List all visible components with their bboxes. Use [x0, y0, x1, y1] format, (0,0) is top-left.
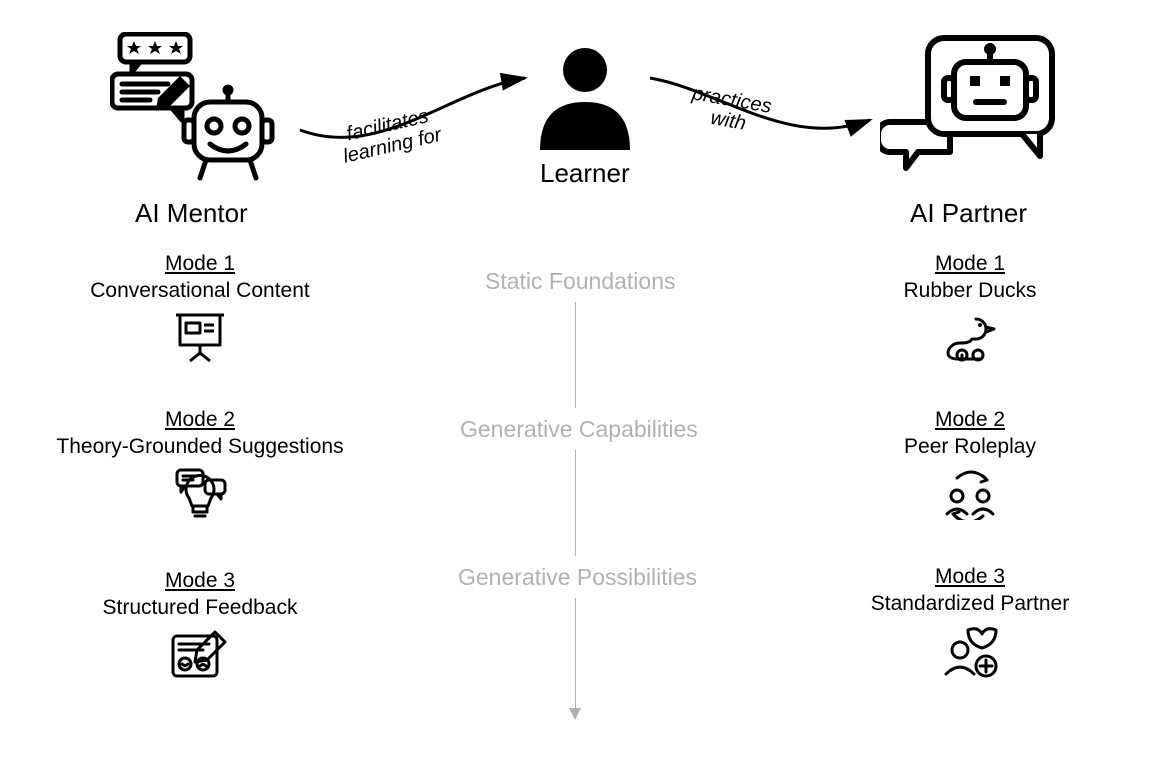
mode-number: Mode 3	[50, 567, 350, 594]
left-modes-column: Mode 1 Conversational Content Mode 2 The…	[50, 250, 350, 727]
mode-number: Mode 2	[820, 406, 1120, 433]
connector-label-right: practices with	[687, 83, 773, 138]
spine-segment-3	[575, 598, 576, 710]
right-mode-1: Mode 1 Rubber Ducks	[820, 250, 1120, 368]
diagram-canvas: facilitates learning for practices with …	[0, 0, 1170, 762]
feedback-form-icon	[169, 628, 231, 684]
right-mode-3: Mode 3 Standardized Partner	[820, 563, 1120, 685]
mode-label: Peer Roleplay	[820, 433, 1120, 460]
connector-label-left: facilitates learning for	[337, 104, 444, 167]
phase-2: Generative Capabilities	[460, 416, 698, 443]
left-mode-2: Mode 2 Theory-Grounded Suggestions	[50, 406, 350, 530]
entity-label-center: Learner	[540, 158, 630, 189]
mode-label: Rubber Ducks	[820, 277, 1120, 304]
right-mode-2: Mode 2 Peer Roleplay	[820, 406, 1120, 526]
mode-label: Structured Feedback	[50, 594, 350, 621]
mode-number: Mode 3	[820, 563, 1120, 590]
chat-robot-icon	[110, 32, 280, 182]
right-modes-column: Mode 1 Rubber Ducks Mode 2 Peer Roleplay	[820, 250, 1120, 723]
peer-swap-icon	[939, 466, 1001, 520]
entity-label-right: AI Partner	[910, 198, 1027, 229]
left-mode-1: Mode 1 Conversational Content	[50, 250, 350, 368]
entity-label-left: AI Mentor	[135, 198, 248, 229]
person-icon	[530, 40, 640, 150]
mode-label: Standardized Partner	[820, 590, 1120, 617]
phase-3: Generative Possibilities	[458, 564, 697, 591]
mode-number: Mode 1	[820, 250, 1120, 277]
spine-segment-2	[575, 450, 576, 556]
mode-label: Conversational Content	[50, 277, 350, 304]
persona-plus-icon	[940, 624, 1000, 680]
left-mode-3: Mode 3 Structured Feedback	[50, 567, 350, 689]
duck-icon	[942, 311, 998, 363]
phase-1: Static Foundations	[485, 268, 676, 295]
spine-segment-1	[575, 302, 576, 408]
mode-number: Mode 1	[50, 250, 350, 277]
mode-number: Mode 2	[50, 406, 350, 433]
robot-chat-icon	[880, 30, 1060, 180]
presentation-icon	[172, 311, 228, 363]
mode-label: Theory-Grounded Suggestions	[50, 433, 350, 460]
lightbulb-chat-icon	[171, 466, 229, 524]
